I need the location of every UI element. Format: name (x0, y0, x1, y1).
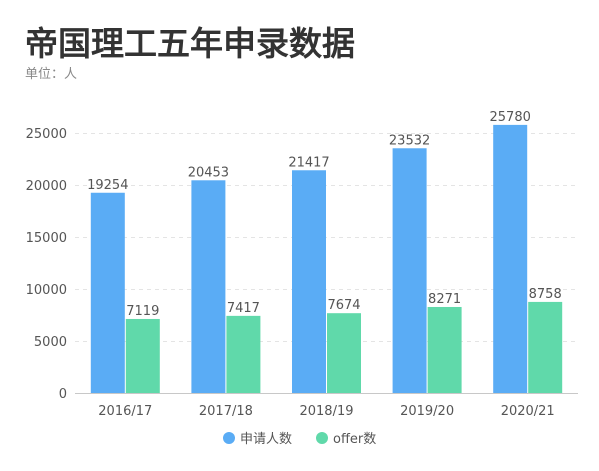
legend-item-applicants[interactable]: 申请人数 (223, 432, 292, 447)
legend-marker-applicants (223, 432, 235, 444)
x-tick-label-2016-17: 2016/17 (98, 404, 152, 419)
chart-title: 帝国理工五年申录数据 (25, 24, 355, 63)
bar-s2-2017-18 (226, 315, 261, 393)
x-tick-label-2019-20: 2019/20 (400, 404, 454, 419)
bar-s1-2019-20 (392, 148, 427, 393)
chart-subtitle: 单位：人 (25, 67, 77, 82)
data-label-s2-2019-20: 8271 (428, 292, 461, 307)
bar-s1-2016-17 (90, 192, 125, 393)
legend-item-offers[interactable]: offer数 (316, 432, 376, 447)
bar-s2-2019-20 (427, 306, 462, 393)
legend-label-applicants: 申请人数 (240, 432, 292, 447)
data-label-s1-2020-21: 25780 (490, 110, 531, 125)
y-tick-label-10000: 10000 (26, 283, 67, 298)
data-label-s2-2020-21: 8758 (529, 287, 562, 302)
bar-s2-2018-19 (327, 313, 361, 393)
bar-s2-2020-21 (528, 301, 563, 393)
data-label-s2-2017-18: 7417 (227, 301, 260, 316)
x-tick-label-2020-21: 2020/21 (501, 404, 555, 419)
data-label-s2-2018-19: 7674 (327, 298, 360, 313)
data-label-s2-2016-17: 7119 (126, 304, 159, 319)
data-label-s1-2017-18: 20453 (188, 165, 229, 180)
bar-s2-2016-17 (125, 318, 160, 393)
data-label-s1-2019-20: 23532 (389, 133, 430, 148)
bar-s1-2018-19 (292, 170, 326, 393)
legend-label-offers: offer数 (333, 432, 376, 447)
x-tick-label-2017-18: 2017/18 (199, 404, 253, 419)
bar-s1-2017-18 (191, 180, 226, 393)
x-tick-label-2018-19: 2018/19 (299, 404, 353, 419)
legend: 申请人数 offer数 (223, 432, 376, 447)
legend-marker-offers (316, 432, 328, 444)
y-tick-label-0: 0 (59, 387, 67, 402)
x-axis-labels: 2016/17 2017/18 2018/19 2019/20 2020/21 (98, 404, 554, 419)
y-tick-label-15000: 15000 (26, 231, 67, 246)
y-tick-label-20000: 20000 (26, 179, 67, 194)
y-tick-label-5000: 5000 (34, 335, 67, 350)
data-label-s1-2016-17: 19254 (87, 178, 128, 193)
y-axis-labels: 0 5000 10000 15000 20000 25000 (26, 127, 67, 402)
data-labels: 19254 7119 20453 7417 21417 7674 23532 8271 2578… (87, 110, 562, 319)
data-label-s1-2018-19: 21417 (288, 155, 329, 170)
y-tick-label-25000: 25000 (26, 127, 67, 142)
bar-s1-2020-21 (493, 124, 528, 393)
bars (90, 124, 563, 393)
